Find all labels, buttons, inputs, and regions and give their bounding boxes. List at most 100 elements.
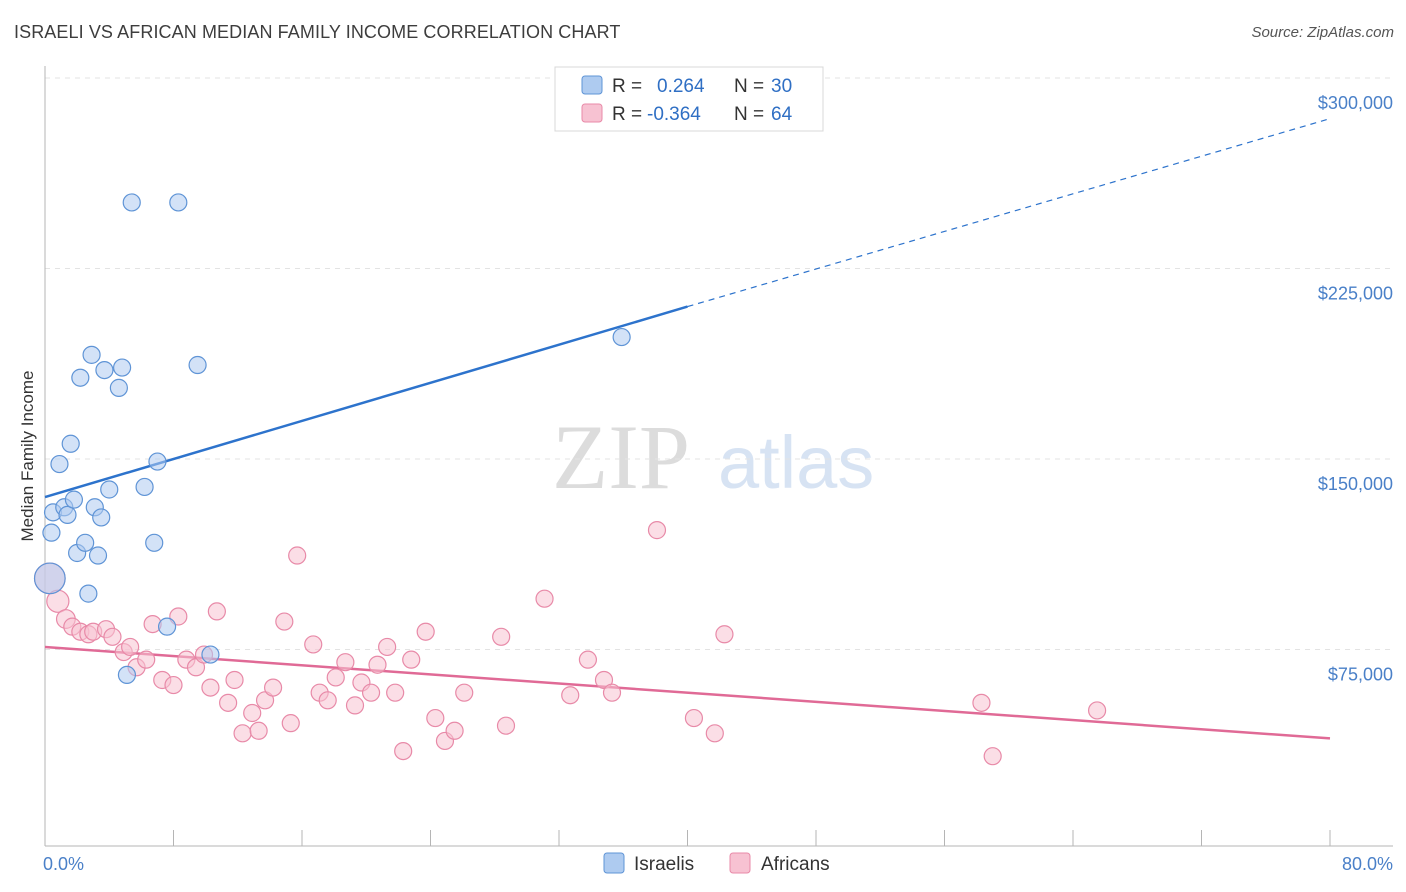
africans-point	[326, 668, 345, 687]
data-points	[33, 193, 1107, 766]
africans-point	[233, 724, 252, 743]
africans-point	[201, 678, 220, 697]
africans-point	[378, 637, 397, 657]
watermark-zip: ZIP	[552, 406, 690, 508]
israelis-point	[201, 645, 220, 664]
y-tick-label: $75,000	[1328, 665, 1393, 685]
israelis-point	[157, 617, 177, 636]
africans-point	[455, 683, 474, 702]
legend-israelis-n-label: N =	[734, 76, 764, 97]
legend-africans-n-value: 64	[771, 104, 793, 125]
africans-point	[304, 635, 323, 654]
israelis-point	[33, 562, 66, 595]
grid-lines	[45, 77, 1393, 650]
africans-point	[361, 683, 381, 702]
series-legend-israelis-swatch	[603, 852, 625, 874]
africans-point	[394, 741, 413, 761]
israelis-point	[64, 490, 84, 509]
series-legend-africans-label: Africans	[761, 854, 830, 875]
africans-point	[318, 691, 337, 710]
series-legend-africans-swatch	[729, 852, 751, 874]
israelis-point	[100, 480, 119, 499]
axes: $75,000 $150,000 $225,000 $300,000 0.0% 80.0%	[43, 66, 1393, 874]
series-legend: Israelis Africans	[603, 852, 830, 875]
africans-point	[496, 716, 516, 735]
y-tick-label: $300,000	[1318, 93, 1393, 113]
israelis-point	[82, 345, 101, 364]
israelis-trend-extension	[687, 118, 1331, 308]
israelis-point	[148, 452, 167, 471]
africans-point	[121, 637, 140, 657]
africans-point	[368, 655, 387, 674]
x-tick-label-min: 0.0%	[43, 854, 84, 874]
africans-point	[164, 675, 183, 695]
africans-point	[715, 625, 734, 644]
legend-africans-r-value: -0.364	[647, 104, 701, 125]
y-tick-label: $150,000	[1318, 474, 1393, 494]
series-legend-israelis-label: Israelis	[634, 854, 694, 875]
africans-point	[345, 696, 365, 715]
africans-point	[219, 693, 238, 712]
africans-point	[275, 612, 294, 631]
africans-point	[207, 602, 226, 621]
africans-point	[169, 607, 188, 626]
africans-trend-line	[44, 645, 1331, 740]
israelis-point	[95, 361, 114, 380]
israelis-point	[145, 533, 164, 552]
africans-point	[263, 678, 283, 697]
israelis-point	[112, 358, 132, 377]
legend-africans-r-label: R =	[612, 104, 642, 125]
africans-point	[402, 650, 421, 669]
israelis-point	[61, 434, 80, 453]
africans-point	[578, 650, 598, 669]
africans-point	[535, 589, 554, 608]
y-tick-label: $225,000	[1318, 284, 1393, 304]
israelis-point	[58, 505, 77, 524]
israelis-point	[188, 355, 207, 375]
israelis-point	[135, 477, 154, 497]
africans-point	[983, 747, 1002, 766]
y-axis-label: Median Family Income	[18, 370, 37, 541]
israelis-point	[76, 533, 95, 552]
legend-israelis-r-value: 0.264	[657, 76, 705, 97]
legend-israelis-r-label: R =	[612, 76, 642, 97]
africans-point	[602, 683, 622, 702]
africans-point	[684, 708, 704, 728]
africans-point	[103, 627, 122, 646]
africans-point	[647, 521, 667, 540]
africans-point	[426, 708, 445, 728]
legend-africans-n-label: N =	[734, 104, 764, 125]
israelis-point	[71, 368, 90, 387]
africans-point	[561, 686, 580, 705]
legend-israelis-swatch	[581, 75, 603, 95]
watermark-atlas: atlas	[718, 421, 874, 504]
chart-title: ISRAELI VS AFRICAN MEDIAN FAMILY INCOME …	[14, 22, 621, 42]
africans-point	[1087, 701, 1107, 720]
africans-point	[445, 721, 464, 740]
africans-point	[225, 670, 244, 690]
africans-point	[243, 703, 262, 723]
israelis-point	[109, 378, 128, 397]
africans-point	[281, 714, 300, 733]
africans-point	[972, 693, 991, 712]
israelis-point	[79, 584, 98, 603]
israelis-point	[169, 193, 188, 212]
africans-point	[492, 627, 511, 646]
legend-israelis-n-value: 30	[771, 76, 792, 97]
africans-point	[137, 650, 156, 669]
africans-point	[705, 724, 724, 743]
legend-africans-swatch	[581, 103, 603, 123]
israelis-point	[117, 665, 137, 685]
source-label: Source: ZipAtlas.com	[1251, 24, 1394, 41]
africans-point	[288, 546, 307, 565]
africans-point	[386, 683, 405, 702]
israelis-point	[42, 523, 61, 542]
africans-point	[416, 622, 435, 641]
israelis-point	[88, 546, 108, 565]
israelis-point	[92, 508, 111, 527]
africans-point	[336, 653, 355, 672]
israelis-point	[122, 193, 141, 212]
africans-point	[249, 721, 268, 740]
correlation-legend: R = 0.264 N = 30 R = -0.364 N = 64	[554, 66, 824, 132]
